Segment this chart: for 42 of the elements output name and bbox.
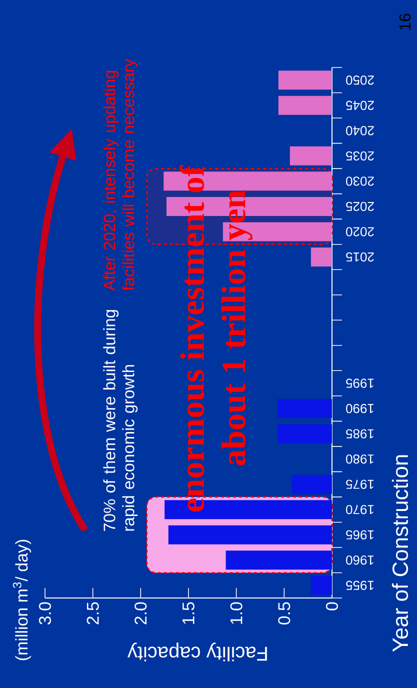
y-tick-label: 1980 (346, 454, 374, 464)
annotation: enormous investment of (180, 164, 204, 512)
y-tick-label: 1985 (346, 429, 374, 438)
y-tick-label: 1995 (346, 378, 374, 388)
y-tick-label: 2020 (346, 227, 374, 236)
x-tick-label: 0 (326, 602, 338, 610)
bar (292, 474, 332, 494)
bar (278, 96, 332, 115)
annotation: After 2020, intensely updating facilities will become necessary (103, 58, 138, 291)
text: (million m$^{3}$/ day) (12, 540, 32, 660)
x-tick-label: 3.0 (38, 602, 52, 625)
x-tick-label: 1.0 (230, 602, 242, 624)
bar (278, 70, 332, 90)
y-tick-label: 2025 (346, 202, 374, 212)
x-tick-label: 2.0 (134, 602, 147, 624)
y-tick-label: 2050 (346, 76, 374, 85)
y-tick-label: 1970 (346, 504, 374, 514)
x-tick-label: 1.5 (182, 602, 194, 624)
x-tick-label: 0.5 (278, 602, 290, 625)
bar (277, 399, 332, 418)
y-tick-label: 1975 (346, 480, 374, 489)
bar (290, 146, 332, 166)
x-tick-label: 2.5 (86, 602, 99, 624)
y-tick-label: 1965 (346, 530, 374, 540)
bar (310, 247, 332, 266)
bar (226, 550, 332, 570)
bar (310, 576, 332, 595)
x-axis-title: Facility capacity (127, 642, 267, 662)
bar (168, 525, 332, 544)
y-tick-label: 1960 (346, 556, 374, 565)
bar (277, 424, 332, 444)
y-tick-label: 2030 (346, 176, 374, 186)
annotation: 70% of them were built during rapid economic growth (103, 310, 138, 531)
y-tick-label: 2040 (346, 126, 374, 136)
y-tick-label: 2045 (346, 100, 374, 110)
annotation: about 1 trillion yen (222, 190, 252, 466)
y-tick-label: 2035 (346, 151, 374, 161)
y-tick-label: 2015 (346, 252, 374, 262)
y-axis-title: Year of Construction (392, 455, 408, 652)
y-tick-label: 1955 (346, 580, 374, 590)
y-tick-label: 1990 (346, 404, 374, 414)
text: 16 (399, 14, 411, 30)
